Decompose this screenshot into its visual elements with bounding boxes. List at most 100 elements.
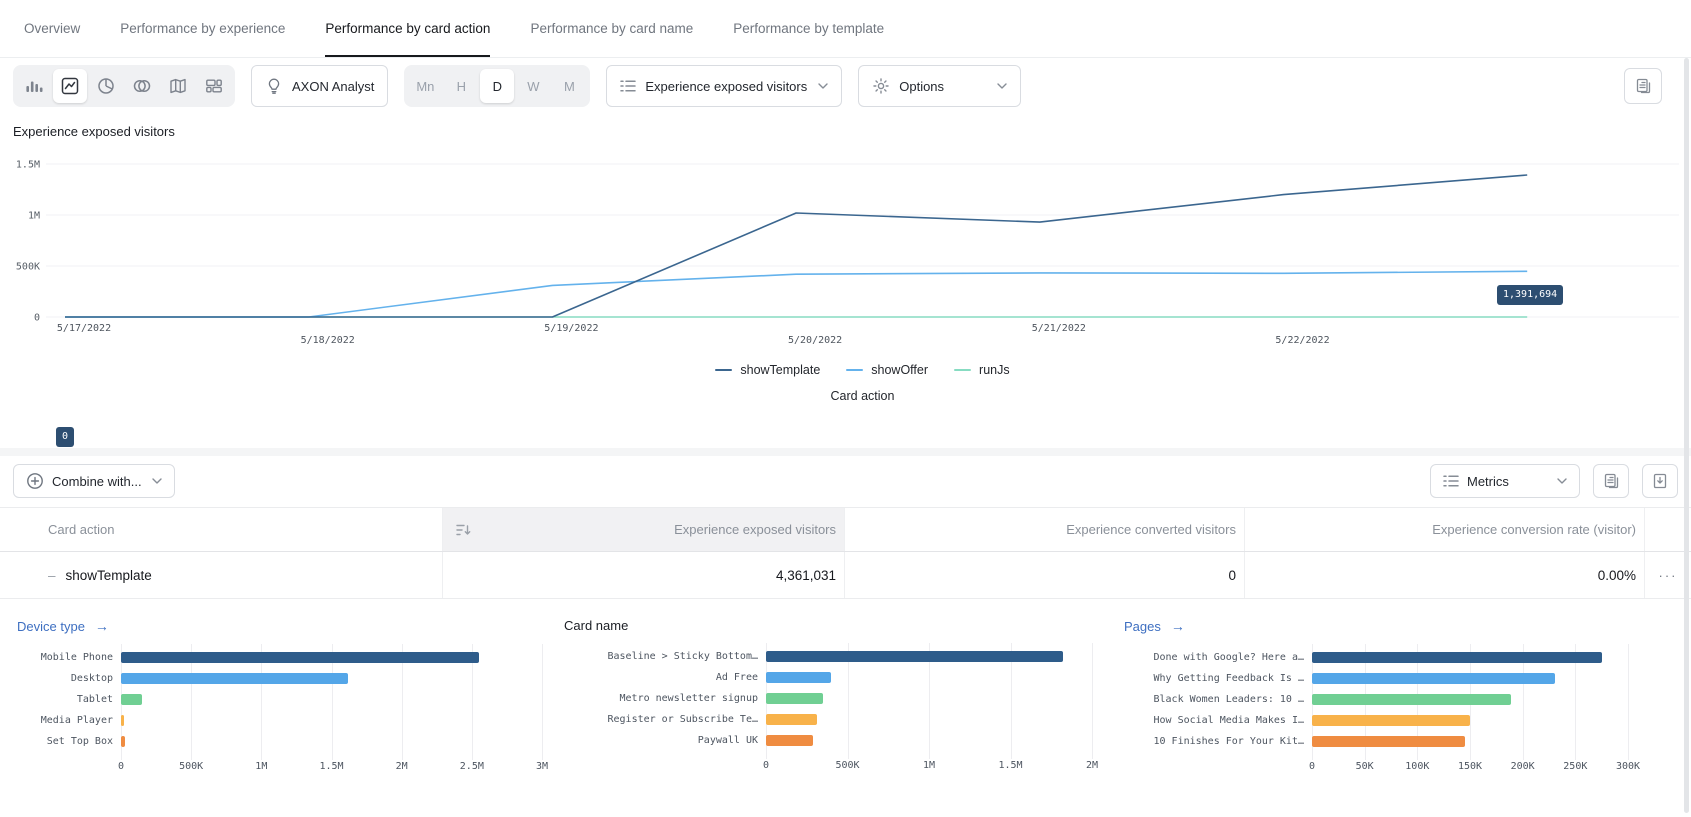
sort-descending-icon[interactable] (455, 523, 471, 537)
x-tick-label: 5/18/2022 (301, 335, 355, 346)
tab-overview[interactable]: Overview (24, 0, 80, 57)
chevron-down-icon (152, 478, 162, 484)
y-tick-label: 1M (28, 211, 40, 222)
metric-selector[interactable]: Experience exposed visitors (606, 65, 842, 107)
mini-chart-title-card-name: Card name (564, 618, 628, 633)
bar (766, 735, 813, 746)
tab-performance-by-card-name[interactable]: Performance by card name (530, 0, 693, 57)
cell-conversion-rate: 0.00% (1245, 552, 1645, 598)
granularity-week[interactable]: W (516, 69, 550, 103)
copy-report-button[interactable] (1624, 68, 1662, 104)
mini-chart-plot: Baseline > Sticky Bottom…Ad FreeMetro ne… (560, 646, 1108, 751)
x-tick-label: 150K (1458, 761, 1482, 772)
granularity-month[interactable]: M (552, 69, 586, 103)
x-tick-label: 2M (396, 761, 408, 772)
column-card-action[interactable]: Card action (0, 508, 443, 551)
legend-item-showtemplate[interactable]: showTemplate (715, 363, 820, 377)
bar (121, 736, 125, 747)
list-icon (1443, 474, 1459, 488)
x-tick-label: 500K (835, 760, 859, 771)
granularity-hour[interactable]: H (444, 69, 478, 103)
combine-with-button[interactable]: Combine with... (13, 464, 175, 498)
x-tick-label: 1M (923, 760, 935, 771)
x-tick-label: 1M (255, 761, 267, 772)
bar-row: Tablet (13, 689, 553, 710)
x-tick-label: 250K (1563, 761, 1587, 772)
map-icon[interactable] (161, 69, 195, 103)
cell-card-action: – showTemplate (0, 552, 443, 598)
y-tick-label: 1.5M (16, 160, 40, 171)
bar (121, 652, 479, 663)
line-chart-icon[interactable] (53, 69, 87, 103)
bar-row: Register or Subscribe Te… (560, 709, 1108, 730)
combine-with-label: Combine with... (52, 474, 142, 489)
bar-row: Desktop (13, 668, 553, 689)
bar-label: Mobile Phone (13, 652, 113, 663)
breakdown-charts: Device type→Mobile PhoneDesktopTabletMed… (0, 612, 1691, 812)
bar-label: Baseline > Sticky Bottom… (560, 651, 758, 662)
mini-chart-title-device-type[interactable]: Device type→ (17, 618, 109, 634)
bar (766, 714, 817, 725)
bar-track (766, 651, 1092, 662)
metrics-table: Card action Experience exposed visitors … (0, 507, 1691, 599)
legend-item-runjs[interactable]: runJs (954, 363, 1010, 377)
legend-line-icon (715, 369, 732, 371)
bar (1312, 694, 1511, 705)
granularity-day[interactable]: D (480, 69, 514, 103)
gear-icon (872, 77, 890, 95)
series-line-showOffer (65, 271, 1527, 317)
bar (1312, 673, 1555, 684)
start-value-badge: 0 (56, 427, 74, 447)
layout-icon[interactable] (197, 69, 231, 103)
legend-label: showTemplate (740, 363, 820, 377)
column-conversion-rate[interactable]: Experience conversion rate (visitor) (1245, 508, 1645, 551)
row-expander[interactable]: – (48, 568, 56, 583)
pie-chart-icon[interactable] (89, 69, 123, 103)
bar-row: Set Top Box (13, 731, 553, 752)
download-button[interactable] (1642, 464, 1678, 498)
mini-chart-pages: Pages→Done with Google? Here a…Why Getti… (1120, 612, 1685, 775)
bar-chart-icon[interactable] (17, 69, 51, 103)
x-tick-label: 1.5M (319, 761, 343, 772)
legend-line-icon (846, 369, 863, 371)
tab-performance-by-card-action[interactable]: Performance by card action (325, 0, 490, 57)
options-dropdown[interactable]: Options (858, 65, 1021, 107)
mini-chart-device-type: Device type→Mobile PhoneDesktopTabletMed… (13, 612, 553, 775)
copy-table-button[interactable] (1593, 464, 1629, 498)
series-line-showTemplate (65, 175, 1527, 317)
section-divider (0, 448, 1691, 456)
x-tick-label: 2.5M (460, 761, 484, 772)
card-action-value: showTemplate (66, 568, 152, 583)
line-chart: 1.5M1M500K05/17/20225/18/20225/19/20225/… (0, 140, 1691, 355)
x-tick-label: 300K (1616, 761, 1640, 772)
legend-label: runJs (979, 363, 1010, 377)
y-tick-label: 0 (34, 313, 40, 324)
column-exposed-visitors[interactable]: Experience exposed visitors (443, 508, 845, 551)
options-label: Options (899, 79, 944, 94)
x-tick-label: 5/22/2022 (1275, 335, 1329, 346)
legend-item-showoffer[interactable]: showOffer (846, 363, 928, 377)
bar-label: Why Getting Feedback Is … (1120, 673, 1304, 684)
table-toolbar: Combine with... Metrics (13, 464, 1678, 498)
tab-performance-by-experience[interactable]: Performance by experience (120, 0, 285, 57)
bar-track (121, 652, 542, 663)
bar-row: Black Women Leaders: 10 … (1120, 689, 1685, 710)
bar (766, 672, 831, 683)
x-tick-label: 100K (1405, 761, 1429, 772)
bar-track (121, 736, 542, 747)
venn-diagram-icon[interactable] (125, 69, 159, 103)
axon-analyst-button[interactable]: AXON Analyst (251, 65, 388, 107)
table-row[interactable]: – showTemplate 4,361,031 0 0.00% ··· (0, 552, 1691, 599)
bar (766, 693, 823, 704)
mini-chart-title-pages[interactable]: Pages→ (1124, 618, 1185, 634)
metrics-dropdown[interactable]: Metrics (1430, 464, 1580, 498)
granularity-minute[interactable]: Mn (408, 69, 442, 103)
column-converted-visitors[interactable]: Experience converted visitors (845, 508, 1245, 551)
x-tick-label: 1.5M (998, 760, 1022, 771)
bar-label: Metro newsletter signup (560, 693, 758, 704)
bar-track (766, 672, 1092, 683)
bar-track (766, 693, 1092, 704)
x-axis: 0500K1M1.5M2M2.5M3M (121, 761, 542, 775)
x-tick-label: 0 (763, 760, 769, 771)
tab-performance-by-template[interactable]: Performance by template (733, 0, 884, 57)
